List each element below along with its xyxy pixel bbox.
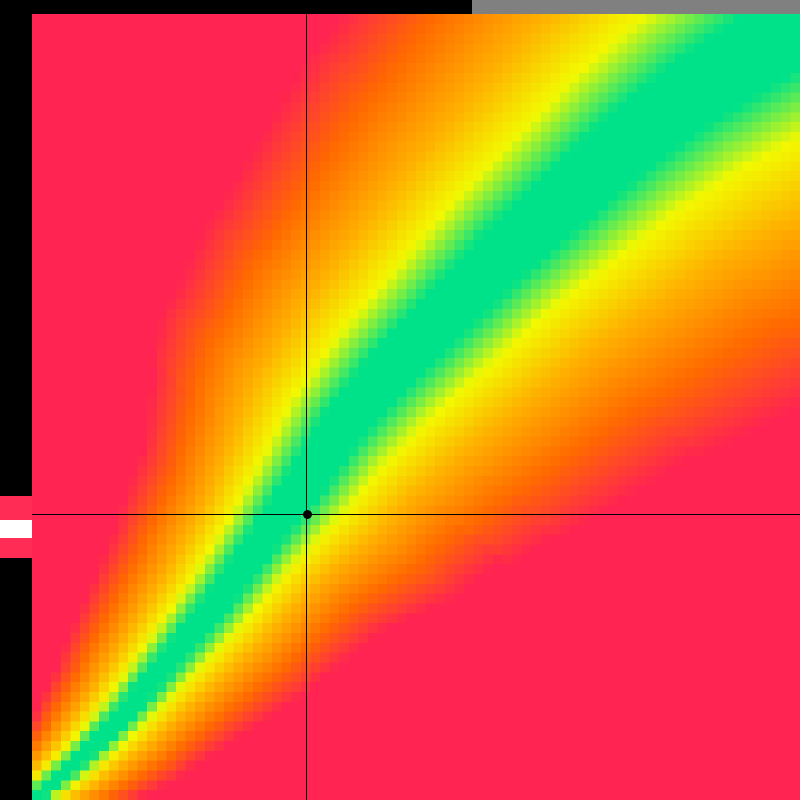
left-bar-segment <box>0 496 32 520</box>
chart-stage <box>0 0 800 800</box>
heatmap-canvas <box>32 14 800 800</box>
top-bar-segment <box>472 0 800 14</box>
left-bar-segment <box>0 520 32 538</box>
axis-vertical <box>306 14 307 800</box>
axis-horizontal <box>32 514 800 515</box>
left-bar-segment <box>0 0 32 496</box>
left-bar-segment <box>0 558 32 800</box>
left-bar-segment <box>0 538 32 558</box>
top-bar-segment <box>0 0 472 14</box>
